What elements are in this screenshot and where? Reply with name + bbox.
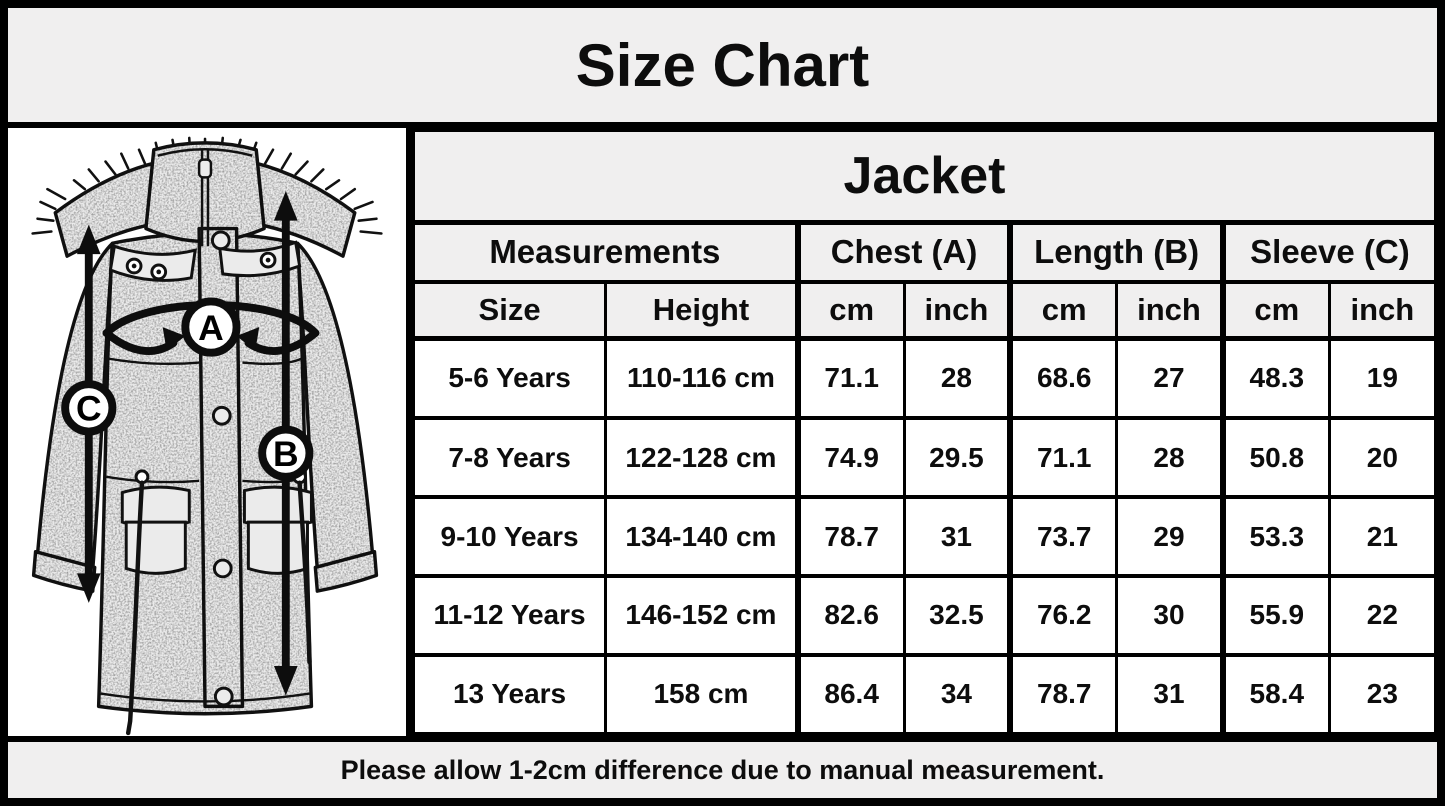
chest-cm-cell: 74.9	[794, 416, 906, 500]
sleeve-cm-cell: 58.4	[1219, 652, 1331, 737]
sleeve-header: Sleeve (C)	[1219, 220, 1437, 284]
chest-inch-cell: 31	[902, 495, 1012, 578]
length-inch-header: inch	[1115, 280, 1225, 341]
length-inch-cell: 30	[1115, 574, 1225, 657]
size-cell: 5-6 Years	[411, 335, 608, 421]
chest-cm-cell: 86.4	[794, 652, 906, 737]
size-table: Jacket Measurements Chest (A) Length (B)…	[411, 128, 1437, 737]
table-row: 11-12 Years 146-152 cm 82.6 32.5 76.2 30…	[411, 574, 1437, 657]
sub-header-row: Size Height cm inch cm inch cm inch	[411, 280, 1437, 341]
height-cell: 158 cm	[604, 652, 800, 737]
length-inch-cell: 27	[1115, 335, 1225, 421]
length-cm-header: cm	[1007, 280, 1119, 341]
length-inch-cell: 28	[1115, 416, 1225, 500]
page-title: Size Chart	[575, 31, 870, 99]
sleeve-cm-cell: 50.8	[1219, 416, 1331, 500]
length-cm-cell: 71.1	[1007, 416, 1119, 500]
sleeve-label: C	[76, 389, 102, 429]
chest-cm-cell: 78.7	[794, 495, 906, 578]
length-cm-cell: 68.6	[1007, 335, 1119, 421]
sleeve-inch-cell: 19	[1327, 335, 1437, 421]
chest-header: Chest (A)	[794, 220, 1012, 284]
length-inch-cell: 31	[1115, 652, 1225, 737]
sleeve-cm-cell: 48.3	[1219, 335, 1331, 421]
size-cell: 11-12 Years	[411, 574, 608, 657]
jacket-diagram-panel: A B C	[8, 128, 412, 736]
length-label: B	[273, 434, 299, 474]
sleeve-cm-cell: 55.9	[1219, 574, 1331, 657]
chest-cm-cell: 71.1	[794, 335, 906, 421]
size-table-panel: Jacket Measurements Chest (A) Length (B)…	[411, 128, 1437, 737]
size-cell: 9-10 Years	[411, 495, 608, 578]
chest-cm-header: cm	[794, 280, 906, 341]
length-inch-cell: 29	[1115, 495, 1225, 578]
chest-label: A	[198, 308, 224, 348]
chest-inch-cell: 34	[902, 652, 1012, 737]
chest-cm-cell: 82.6	[794, 574, 906, 657]
footer-bar: Please allow 1-2cm difference due to man…	[8, 736, 1437, 798]
measurement-note: Please allow 1-2cm difference due to man…	[340, 754, 1105, 785]
sleeve-inch-cell: 23	[1327, 652, 1437, 737]
jacket-measurement-diagram: A B C	[31, 136, 383, 736]
sleeve-inch-header: inch	[1327, 280, 1437, 341]
height-header: Height	[604, 280, 800, 341]
sleeve-inch-cell: 20	[1327, 416, 1437, 500]
title-bar: Size Chart	[8, 8, 1437, 128]
height-cell: 146-152 cm	[604, 574, 800, 657]
height-cell: 110-116 cm	[604, 335, 800, 421]
size-header: Size	[411, 280, 608, 341]
chest-inch-cell: 28	[902, 335, 1012, 421]
length-cm-cell: 78.7	[1007, 652, 1119, 737]
chest-inch-cell: 29.5	[902, 416, 1012, 500]
group-header-row: Measurements Chest (A) Length (B) Sleeve…	[411, 220, 1437, 284]
sleeve-inch-cell: 22	[1327, 574, 1437, 657]
table-row: 9-10 Years 134-140 cm 78.7 31 73.7 29 53…	[411, 495, 1437, 578]
measure-labels: A B C	[61, 297, 314, 481]
table-row: 13 Years 158 cm 86.4 34 78.7 31 58.4 23	[411, 652, 1437, 737]
size-cell: 13 Years	[411, 652, 608, 737]
sleeve-inch-cell: 21	[1327, 495, 1437, 578]
height-cell: 122-128 cm	[604, 416, 800, 500]
size-cell: 7-8 Years	[411, 416, 608, 500]
table-row: 5-6 Years 110-116 cm 71.1 28 68.6 27 48.…	[411, 335, 1437, 421]
product-name: Jacket	[412, 128, 1437, 225]
chest-inch-cell: 32.5	[902, 574, 1012, 657]
sleeve-cm-cell: 53.3	[1219, 495, 1331, 578]
length-cm-cell: 73.7	[1007, 495, 1119, 578]
table-row: 7-8 Years 122-128 cm 74.9 29.5 71.1 28 5…	[411, 416, 1437, 500]
product-header-row: Jacket	[412, 128, 1437, 225]
length-header: Length (B)	[1007, 220, 1225, 284]
sleeve-cm-header: cm	[1219, 280, 1331, 341]
length-cm-cell: 76.2	[1007, 574, 1119, 657]
content-area: A B C Jacket	[8, 128, 1437, 737]
chest-inch-header: inch	[902, 280, 1012, 341]
height-cell: 134-140 cm	[604, 495, 800, 578]
jacket-details	[100, 148, 313, 736]
measurements-header: Measurements	[411, 220, 800, 284]
